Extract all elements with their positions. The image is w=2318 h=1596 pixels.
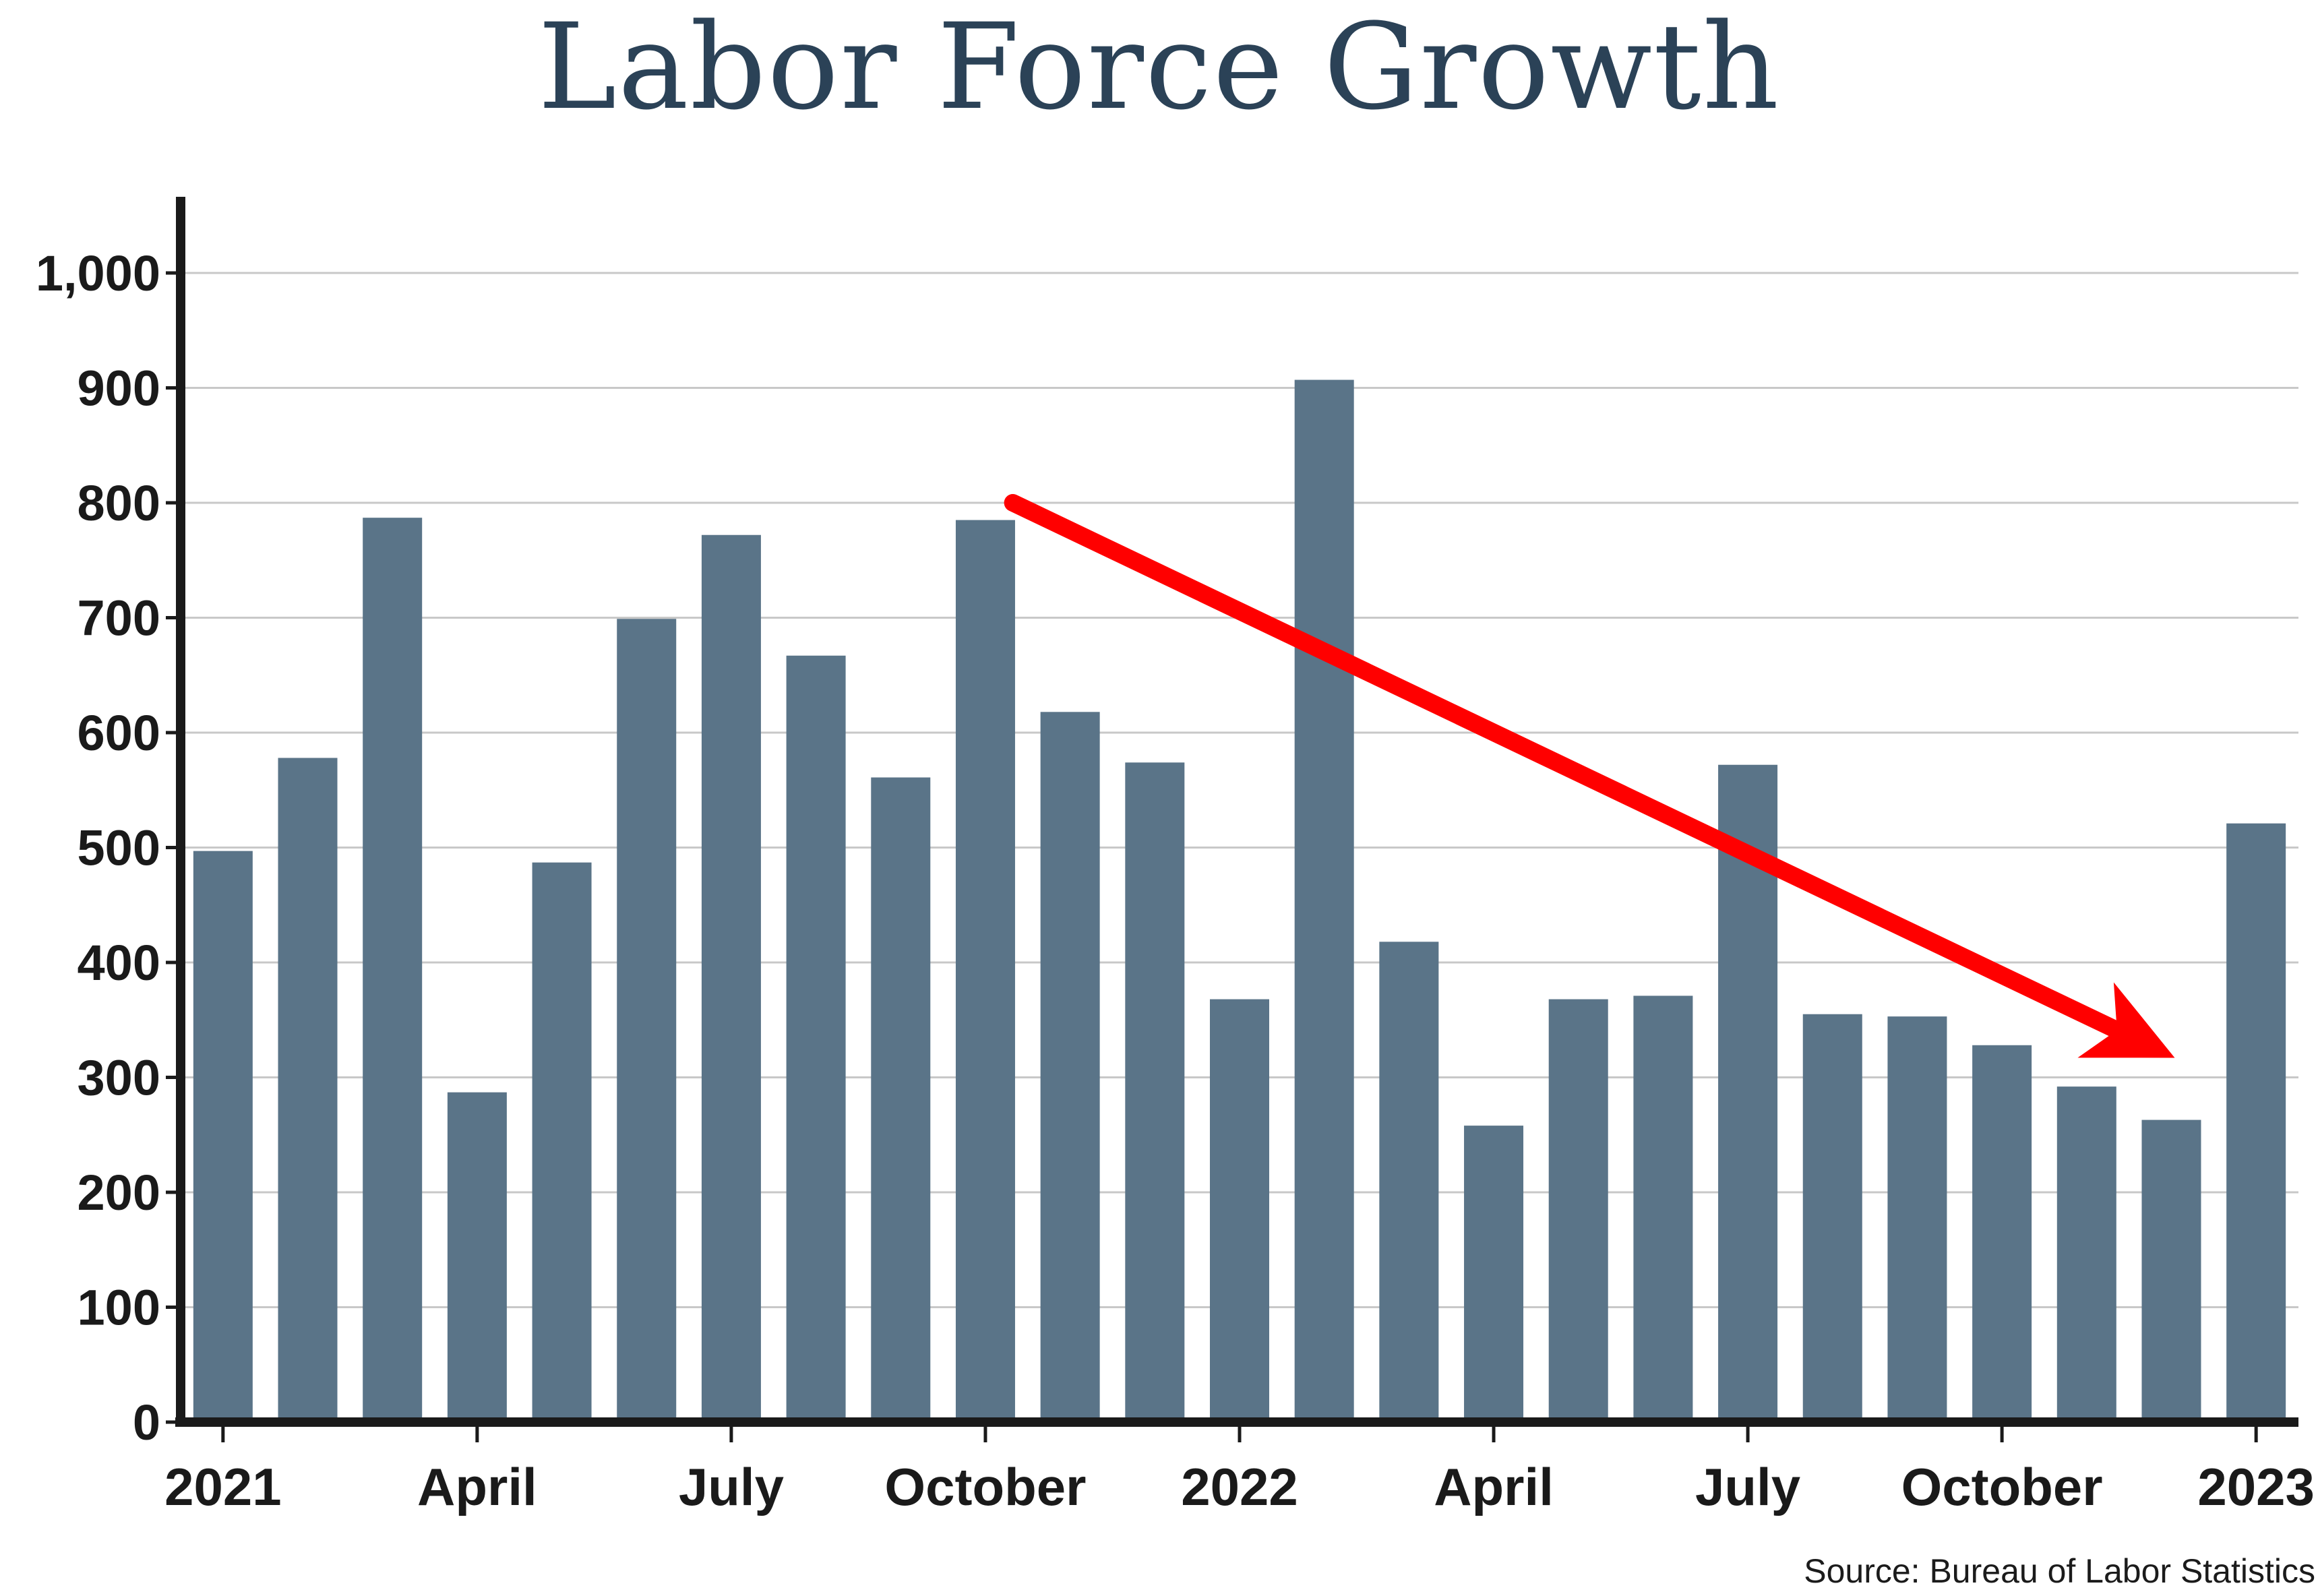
x-tick-label: 2021 xyxy=(164,1457,282,1516)
y-tick-label: 700 xyxy=(78,590,160,646)
y-tick-label: 1,000 xyxy=(36,245,160,301)
bar xyxy=(1040,712,1100,1422)
bar xyxy=(786,655,846,1422)
y-tick-label: 100 xyxy=(78,1280,160,1336)
bar xyxy=(1802,1014,1862,1422)
y-tick-label: 200 xyxy=(78,1165,160,1221)
x-axis-ticks: 2021 April July October 2022 April July October… xyxy=(164,1422,2315,1516)
axes xyxy=(175,197,2298,1427)
bars xyxy=(193,379,2286,1423)
bar xyxy=(2141,1119,2201,1422)
bar xyxy=(363,518,423,1422)
bar xyxy=(1379,942,1439,1422)
y-tick-label: 600 xyxy=(78,705,160,761)
bar xyxy=(1972,1045,2032,1422)
y-tick-label: 300 xyxy=(78,1050,160,1106)
bar xyxy=(701,534,761,1422)
annotations xyxy=(1004,494,2175,1058)
bar xyxy=(1210,999,1269,1422)
chart-title: Labor Force Growth xyxy=(537,0,1781,136)
bar xyxy=(617,619,677,1422)
bar xyxy=(447,1092,507,1422)
trend-arrow-head xyxy=(2077,982,2175,1058)
bar xyxy=(1125,762,1185,1422)
y-tick-label: 400 xyxy=(78,935,160,991)
x-tick-label: October xyxy=(1901,1457,2103,1516)
y-tick-label: 800 xyxy=(78,475,160,531)
x-tick-label: July xyxy=(679,1457,784,1516)
bar xyxy=(2226,823,2286,1422)
x-tick-label: April xyxy=(417,1457,537,1516)
x-tick-label: 2022 xyxy=(1181,1457,1298,1516)
bar xyxy=(1464,1126,1524,1422)
bar xyxy=(955,520,1015,1423)
bar xyxy=(2056,1086,2116,1422)
bar xyxy=(871,777,931,1422)
x-tick-label: 2023 xyxy=(2197,1457,2315,1516)
bar xyxy=(1718,764,1778,1422)
y-tick-label: 500 xyxy=(78,820,160,876)
y-axis-ticks: 0 100 200 300 400 500 600 700 800 900 1,000 xyxy=(36,245,181,1450)
bar xyxy=(1294,379,1354,1423)
y-tick-label: 0 xyxy=(133,1394,160,1450)
bar xyxy=(1548,999,1608,1422)
x-tick-label: July xyxy=(1695,1457,1800,1516)
y-tick-label: 900 xyxy=(78,361,160,417)
trend-arrow-shaft xyxy=(1004,494,2141,1047)
bar xyxy=(193,851,253,1422)
x-tick-label: October xyxy=(884,1457,1086,1516)
bar xyxy=(1633,995,1693,1422)
bar xyxy=(1887,1016,1947,1422)
x-tick-label: April xyxy=(1434,1457,1554,1516)
bar xyxy=(532,862,592,1422)
source-note: Source: Bureau of Labor Statistics xyxy=(1804,1552,2315,1590)
bar xyxy=(278,758,338,1422)
